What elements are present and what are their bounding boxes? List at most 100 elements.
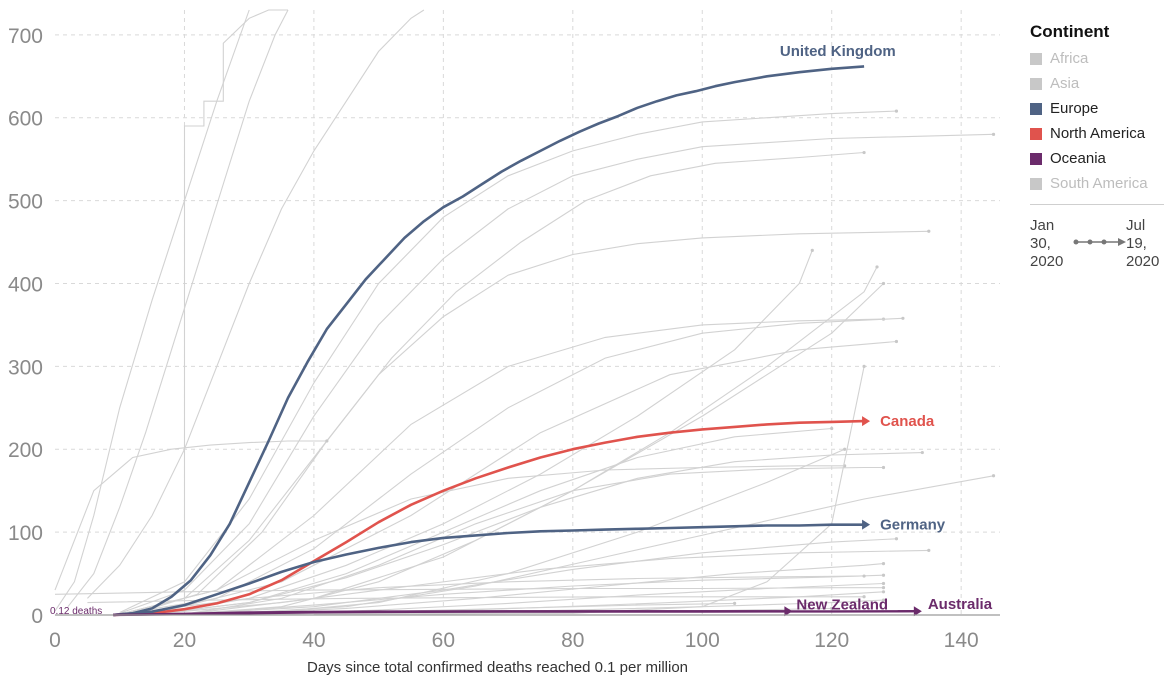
- background-series-line: [119, 317, 903, 615]
- background-series-line: [54, 9, 250, 612]
- legend-label: Africa: [1050, 50, 1089, 67]
- background-series-line: [119, 465, 845, 615]
- x-tick-label: 140: [944, 629, 979, 652]
- background-series-end: [843, 447, 847, 451]
- legend-item-africa[interactable]: Africa: [1030, 46, 1168, 71]
- series-end-arrow: [862, 416, 871, 427]
- background-series-line: [184, 574, 884, 615]
- background-series-line: [152, 427, 832, 615]
- time-range[interactable]: Jan 30, 2020 Jul 19, 2020: [1030, 217, 1168, 277]
- legend-items: Africa Asia Europe North America Oceania Sout…: [1030, 46, 1168, 196]
- background-series-line: [152, 250, 813, 615]
- background-series-line: [119, 575, 865, 615]
- background-series-end: [862, 574, 866, 578]
- background-series-line: [313, 366, 865, 616]
- background-series-group: [54, 9, 996, 616]
- background-series-line: [183, 9, 288, 607]
- background-series-line: [54, 440, 327, 591]
- background-series-end: [894, 537, 899, 541]
- background-series-line: [119, 133, 994, 614]
- legend-swatch: [1030, 127, 1042, 140]
- legend-label: North America: [1050, 125, 1146, 142]
- x-tick-label: 120: [814, 629, 849, 652]
- x-tick-label: 40: [302, 629, 325, 652]
- legend-item-europe[interactable]: Europe: [1030, 96, 1168, 121]
- background-series-end: [901, 316, 905, 320]
- time-slider-icon[interactable]: [1070, 235, 1128, 249]
- background-series-line: [67, 9, 289, 608]
- background-series-line: [87, 596, 865, 604]
- background-series-line: [119, 230, 929, 615]
- background-series-end: [881, 590, 886, 594]
- legend-item-oceania[interactable]: Oceania: [1030, 146, 1168, 171]
- series-line: [113, 419, 865, 617]
- background-series-line: [184, 538, 897, 615]
- background-series-end: [927, 548, 931, 552]
- time-range-end: Jul 19, 2020: [1126, 217, 1160, 270]
- legend-swatch: [1030, 152, 1042, 165]
- legend-item-south-america[interactable]: South America: [1030, 171, 1168, 196]
- y-tick-label: 400: [8, 273, 43, 296]
- series-label: Germany: [880, 517, 946, 534]
- background-series-end: [894, 339, 899, 344]
- background-series-line: [216, 475, 994, 615]
- background-series-end: [875, 265, 879, 269]
- legend-swatch: [1030, 102, 1042, 115]
- background-series-line: [151, 340, 897, 615]
- y-tick-label: 300: [8, 356, 43, 379]
- background-series-end: [894, 109, 899, 113]
- legend-item-north-america[interactable]: North America: [1030, 121, 1168, 146]
- background-series-end: [927, 229, 931, 233]
- background-series-line: [249, 448, 845, 615]
- background-series-line: [119, 110, 897, 613]
- background-series-end: [881, 281, 886, 286]
- x-tick-label: 0: [49, 629, 61, 652]
- background-series-end: [881, 465, 886, 470]
- background-series-end: [862, 595, 866, 599]
- background-series-end: [881, 573, 886, 577]
- background-series-line: [216, 563, 884, 615]
- series-label: United Kingdom: [780, 43, 896, 60]
- background-series-end: [991, 132, 996, 136]
- background-series-line: [87, 9, 425, 599]
- legend-swatch: [1030, 52, 1042, 65]
- series-line: [113, 610, 916, 617]
- line-chart: 0 100 200 300 400 500 600 700 0 20 40 60 80 100 120 140…: [8, 9, 1000, 676]
- background-series-end: [881, 598, 886, 602]
- legend-label: Europe: [1050, 100, 1099, 117]
- background-series-end: [881, 581, 886, 586]
- legend-label: Oceania: [1050, 150, 1106, 167]
- legend-swatch: [1030, 177, 1042, 190]
- background-series-line: [184, 466, 884, 615]
- background-series-end: [810, 248, 814, 252]
- legend-divider: [1030, 204, 1164, 205]
- y-tick-label: 700: [8, 25, 43, 48]
- background-series-end: [881, 586, 886, 590]
- y-tick-label: 500: [8, 191, 43, 214]
- legend-swatch: [1030, 77, 1042, 90]
- series-labels: United Kingdom Canada Germany New Zealand Au…: [780, 43, 993, 613]
- legend: Continent Africa Asia Europe North America O…: [1030, 22, 1168, 277]
- background-series-line: [152, 452, 923, 615]
- background-series-end: [991, 474, 996, 478]
- legend-item-asia[interactable]: Asia: [1030, 71, 1168, 96]
- x-tick-label: 60: [432, 629, 455, 652]
- series-label: Canada: [880, 413, 935, 430]
- grid-lines: [55, 10, 1000, 615]
- x-tick-label: 20: [173, 629, 196, 652]
- series-label: New Zealand: [796, 596, 888, 613]
- y-tick-label: 0: [31, 605, 43, 628]
- series-line: [113, 65, 865, 617]
- background-series-line: [132, 151, 865, 615]
- background-series-line: [54, 587, 884, 595]
- legend-label: South America: [1050, 175, 1148, 192]
- time-range-start: Jan 30, 2020: [1030, 217, 1064, 270]
- series-label: Australia: [928, 596, 993, 613]
- series-end-arrow: [862, 519, 871, 530]
- x-tick-label: 80: [561, 629, 584, 652]
- legend-title: Continent: [1030, 22, 1110, 41]
- x-axis-label: Days since total confirmed deaths reache…: [307, 659, 688, 676]
- y-tick-label: 100: [8, 522, 43, 545]
- background-series-end: [830, 426, 834, 431]
- background-series-end: [830, 606, 834, 610]
